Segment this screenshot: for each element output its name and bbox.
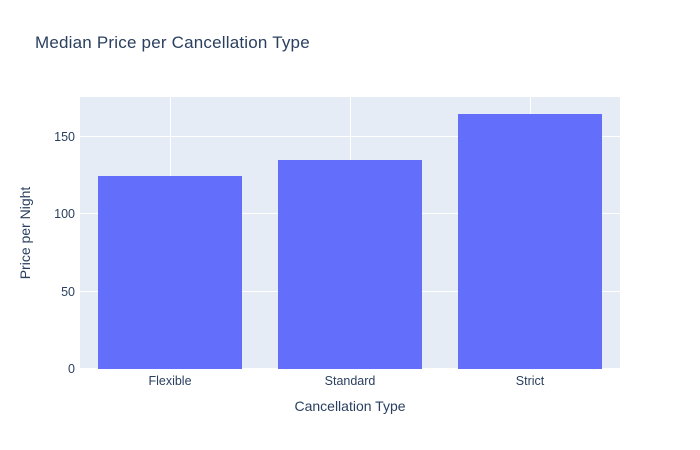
plot-area	[80, 97, 620, 370]
x-tick-label: Strict	[515, 374, 545, 388]
y-tick-label: 150	[54, 130, 75, 145]
zeroline	[80, 368, 620, 370]
bar-flexible[interactable]	[98, 175, 242, 369]
x-tick-label: Flexible	[148, 374, 192, 388]
x-axis: Flexible Standard Strict	[80, 374, 620, 390]
y-axis-title: Price per Night	[17, 186, 33, 280]
y-tick-label: 50	[61, 284, 75, 299]
x-tick-label: Standard	[324, 374, 376, 388]
x-axis-title: Cancellation Type	[294, 398, 406, 414]
gridline-horizontal	[80, 136, 620, 138]
bar-standard[interactable]	[278, 160, 422, 369]
bar-strict[interactable]	[458, 114, 602, 369]
y-tick-label: 100	[54, 207, 75, 222]
y-tick-label: 0	[68, 362, 75, 376]
y-axis: 0 50 100 150	[0, 97, 75, 376]
chart-title: Median Price per Cancellation Type	[35, 33, 310, 52]
